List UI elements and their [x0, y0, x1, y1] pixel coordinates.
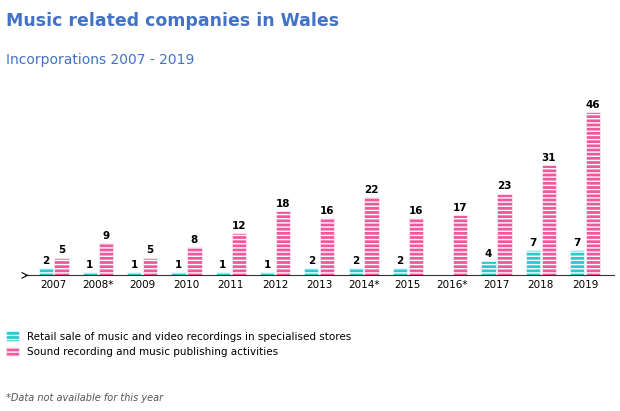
- Text: 2: 2: [308, 256, 315, 266]
- Text: Music related companies in Wales: Music related companies in Wales: [6, 12, 339, 30]
- Text: 5: 5: [58, 245, 65, 256]
- Text: 2: 2: [396, 256, 404, 266]
- Bar: [481, 261, 495, 275]
- Text: 17: 17: [453, 203, 467, 213]
- Bar: [497, 194, 511, 275]
- Text: 7: 7: [529, 238, 536, 248]
- Text: 2: 2: [352, 256, 359, 266]
- Text: 4: 4: [485, 249, 492, 259]
- Text: 1: 1: [131, 260, 138, 270]
- Bar: [260, 272, 274, 275]
- Text: 5: 5: [146, 245, 154, 256]
- Text: 1: 1: [264, 260, 271, 270]
- Text: 16: 16: [409, 206, 423, 216]
- Text: 1: 1: [86, 260, 94, 270]
- Text: 9: 9: [102, 231, 109, 241]
- Bar: [171, 272, 185, 275]
- Bar: [216, 272, 230, 275]
- Text: 1: 1: [219, 260, 226, 270]
- Bar: [570, 250, 584, 275]
- Text: 2: 2: [42, 256, 49, 266]
- Text: 23: 23: [497, 181, 511, 192]
- Text: 12: 12: [231, 221, 246, 231]
- Bar: [232, 233, 246, 275]
- Bar: [187, 247, 202, 275]
- Bar: [83, 272, 97, 275]
- Text: 7: 7: [574, 238, 581, 248]
- Bar: [38, 268, 53, 275]
- Bar: [348, 268, 363, 275]
- Bar: [127, 272, 141, 275]
- Text: 16: 16: [320, 206, 335, 216]
- Text: 22: 22: [365, 185, 379, 195]
- Text: 18: 18: [276, 199, 290, 209]
- Bar: [586, 112, 600, 275]
- Legend: Retail sale of music and video recordings in specialised stores, Sound recording: Retail sale of music and video recording…: [6, 331, 352, 357]
- Text: 1: 1: [175, 260, 182, 270]
- Bar: [55, 258, 69, 275]
- Text: 46: 46: [586, 99, 600, 110]
- Text: 31: 31: [541, 153, 556, 163]
- Bar: [393, 268, 407, 275]
- Text: 8: 8: [191, 235, 198, 245]
- Text: Incorporations 2007 - 2019: Incorporations 2007 - 2019: [6, 53, 195, 67]
- Bar: [542, 165, 556, 275]
- Bar: [526, 250, 540, 275]
- Bar: [409, 219, 423, 275]
- Bar: [365, 197, 379, 275]
- Text: *Data not available for this year: *Data not available for this year: [6, 393, 163, 403]
- Bar: [304, 268, 319, 275]
- Bar: [143, 258, 157, 275]
- Bar: [320, 219, 334, 275]
- Bar: [99, 243, 113, 275]
- Bar: [276, 211, 290, 275]
- Bar: [453, 215, 467, 275]
